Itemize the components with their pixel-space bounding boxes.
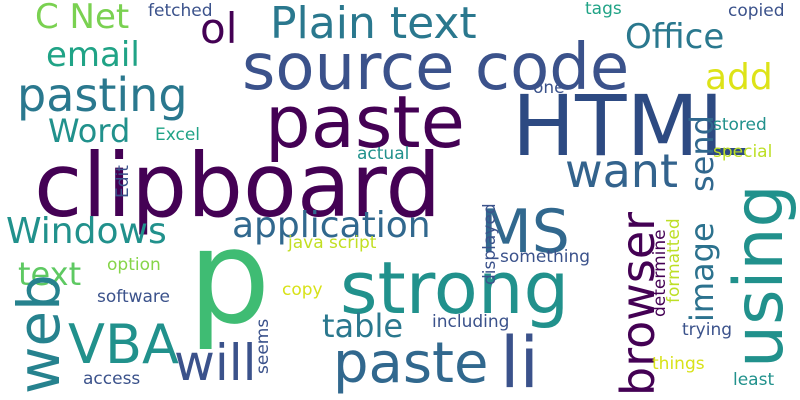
word-java-script: java script: [288, 233, 377, 253]
word-tags: tags: [585, 0, 622, 19]
word-word: Word: [48, 112, 131, 150]
word-fetched: fetched: [148, 1, 213, 21]
word-plain-text: Plain text: [270, 0, 477, 49]
word-least: least: [733, 370, 775, 390]
word-add: add: [705, 57, 773, 98]
word-p: p: [188, 201, 271, 353]
word-using: using: [720, 184, 799, 368]
word-one: one: [533, 78, 565, 98]
word-strong: strong: [340, 246, 570, 330]
word-office: Office: [625, 17, 725, 57]
word-stored: stored: [713, 115, 767, 135]
word-edit: Edit: [113, 165, 133, 198]
word-text: text: [18, 255, 82, 293]
word-li: li: [500, 322, 539, 400]
word-option: option: [107, 255, 161, 275]
word-including: including: [432, 312, 510, 332]
word-application: application: [232, 205, 431, 246]
word-displayed: displayed: [480, 203, 500, 285]
word-image: image: [683, 222, 721, 322]
word-excel: Excel: [155, 125, 201, 145]
word-vba: VBA: [68, 313, 179, 376]
word-html: HTML: [512, 77, 746, 175]
word-actual: actual: [357, 144, 410, 164]
word-seems: seems: [253, 318, 273, 374]
word-copy: copy: [282, 280, 323, 300]
word-web: web: [5, 274, 73, 394]
word-want: want: [565, 144, 679, 198]
word-paste: paste: [265, 80, 465, 164]
word-special: special: [713, 142, 773, 162]
word-access: access: [83, 369, 141, 389]
word-things: things: [652, 354, 705, 374]
word-windows: Windows: [6, 211, 167, 252]
word-c-net: C Net: [35, 0, 130, 37]
word-ol: ol: [200, 4, 238, 53]
word-something: something: [500, 247, 591, 267]
word-pasting: pasting: [17, 68, 188, 122]
word-email: email: [46, 35, 140, 75]
word-determine: determine: [650, 229, 670, 317]
word-software: software: [97, 287, 171, 307]
word-paste-2: paste: [333, 331, 489, 396]
word-copied: copied: [728, 1, 785, 21]
word-trying: trying: [682, 320, 733, 340]
word-ms: MS: [480, 197, 570, 267]
word-will: will: [174, 334, 257, 392]
word-clipboard: clipboard: [34, 134, 442, 237]
word-source-code: source code: [242, 31, 630, 105]
word-table: table: [322, 307, 404, 345]
